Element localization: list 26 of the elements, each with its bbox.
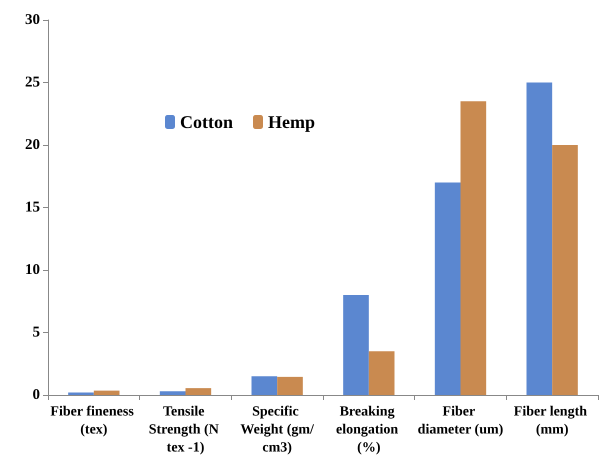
bar: [160, 391, 186, 395]
bar: [94, 390, 120, 395]
bar: [277, 376, 303, 395]
y-tick-label: 25: [25, 74, 40, 90]
bar: [552, 145, 578, 395]
y-tick-label: 20: [25, 137, 40, 153]
bar: [368, 351, 394, 395]
bar: [434, 182, 460, 395]
y-tick-label: 10: [25, 262, 40, 278]
x-tick-label: Breaking elongation (%): [336, 404, 402, 456]
bar: [526, 82, 552, 395]
y-tick-label: 30: [25, 12, 40, 28]
x-tick-label: Tensile Strength (N tex -1): [148, 404, 222, 456]
legend-label: Hemp: [268, 112, 315, 132]
x-tick-label: Fiber fineness (tex): [50, 404, 138, 438]
bar: [343, 295, 369, 395]
legend-label: Cotton: [180, 112, 233, 132]
x-tick-label: Specific Weight (gm/cm3): [240, 404, 316, 456]
y-tick-label: 0: [32, 387, 40, 403]
y-tick-label: 15: [25, 200, 40, 216]
y-tick-label: 5: [32, 324, 40, 340]
x-tick-label: Fiber length (mm): [514, 404, 591, 438]
x-tick-label: Fiber diameter (um): [418, 404, 504, 438]
bar: [460, 101, 486, 395]
bar: [252, 376, 278, 395]
bar: [186, 388, 212, 395]
